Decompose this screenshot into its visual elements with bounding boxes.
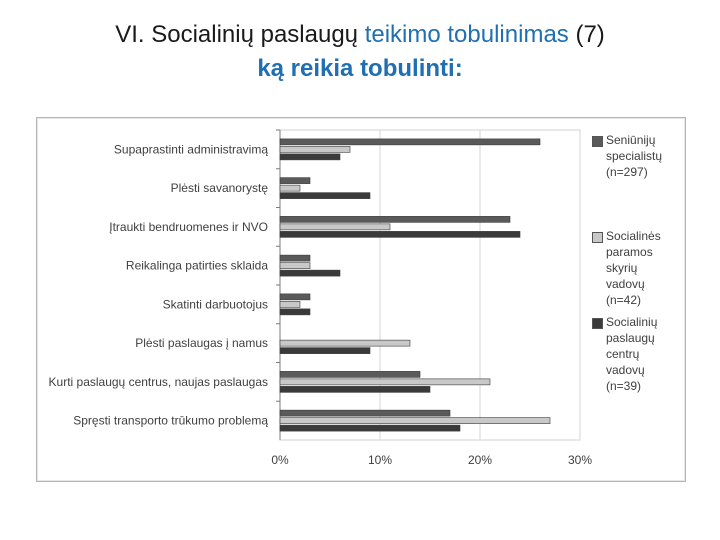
bar: [279, 223, 391, 231]
bar: [279, 138, 541, 146]
bar: [279, 254, 311, 262]
legend-label-line: (n=39): [606, 379, 642, 393]
bar: [279, 293, 311, 301]
category-label: Įtraukti bendruomenes ir NVO: [109, 220, 268, 234]
bar: [279, 378, 491, 386]
title-suffix: (7): [568, 21, 605, 48]
x-tick-label: 30%: [568, 453, 592, 467]
category-label: Plėsti paslaugas į namus: [135, 336, 268, 350]
slide-title-line1: VI. Socialinių paslaugų teikimo tobulini…: [0, 18, 720, 52]
bar: [279, 371, 421, 378]
legend-swatch: [592, 136, 603, 147]
title-accent: teikimo tobulinimas: [364, 21, 569, 48]
bar: [279, 192, 371, 199]
bar: [279, 177, 311, 184]
category-label: Supaprastinti administravimą: [114, 142, 268, 156]
legend-label-line: Socialinių: [606, 315, 658, 329]
category-label: Spręsti transporto trūkumo problemą: [73, 414, 268, 428]
slide-title: VI. Socialinių paslaugų teikimo tobulini…: [0, 18, 720, 86]
bar: [279, 216, 511, 223]
legend-entry: Socialinės paramos skyrių vadovų (n=42): [592, 228, 674, 308]
bar: [279, 231, 521, 238]
bar: [279, 339, 411, 347]
category-label: Plėsti savanorystę: [171, 181, 269, 195]
legend-label-line: vadovų: [606, 363, 645, 377]
legend-label-line: (n=297): [606, 165, 648, 179]
legend-label-line: paramos: [606, 245, 653, 259]
bar: [279, 424, 461, 432]
bar: [279, 146, 351, 153]
bar: [279, 308, 311, 316]
legend-label-line: Seniūnijų: [606, 133, 656, 147]
category-label: Skatinti darbuotojus: [163, 297, 268, 311]
legend-label-line: vadovų: [606, 277, 645, 291]
x-tick-label: 20%: [468, 453, 492, 467]
bar: [279, 409, 451, 417]
bar: [279, 417, 551, 424]
bar: [279, 269, 341, 277]
x-tick-label: 0%: [271, 453, 289, 467]
bar: [279, 386, 431, 393]
bar: [279, 153, 341, 161]
legend-label-line: skyrių: [606, 261, 638, 275]
legend-swatch: [592, 232, 603, 243]
bar: [279, 347, 371, 354]
category-label: Kurti paslaugų centrus, naujas paslaugas: [49, 375, 268, 389]
legend-label-line: specialistų: [606, 149, 663, 163]
legend-entry: Socialinių paslaugų centrų vadovų (n=39): [592, 314, 674, 394]
plot-area: [279, 129, 581, 441]
bar: [279, 262, 311, 269]
legend-label-line: centrų: [606, 347, 640, 361]
category-label: Reikalinga patirties sklaida: [126, 259, 268, 273]
legend-label-line: paslaugų: [606, 331, 655, 345]
title-prefix: VI. Socialinių paslaugų: [115, 21, 365, 48]
bar: [279, 301, 301, 308]
legend-swatch: [592, 318, 603, 329]
legend-label-line: Socialinės: [606, 229, 661, 243]
bar: [279, 184, 301, 192]
legend-label-line: (n=42): [606, 293, 642, 307]
slide-title-line2: ką reikia tobulinti:: [257, 55, 463, 82]
legend-entry: Seniūnijų specialistų (n=297): [592, 132, 674, 180]
x-tick-label: 10%: [368, 453, 392, 467]
chart-legend: Seniūnijų specialistų (n=297) Socialinės par…: [592, 132, 674, 400]
